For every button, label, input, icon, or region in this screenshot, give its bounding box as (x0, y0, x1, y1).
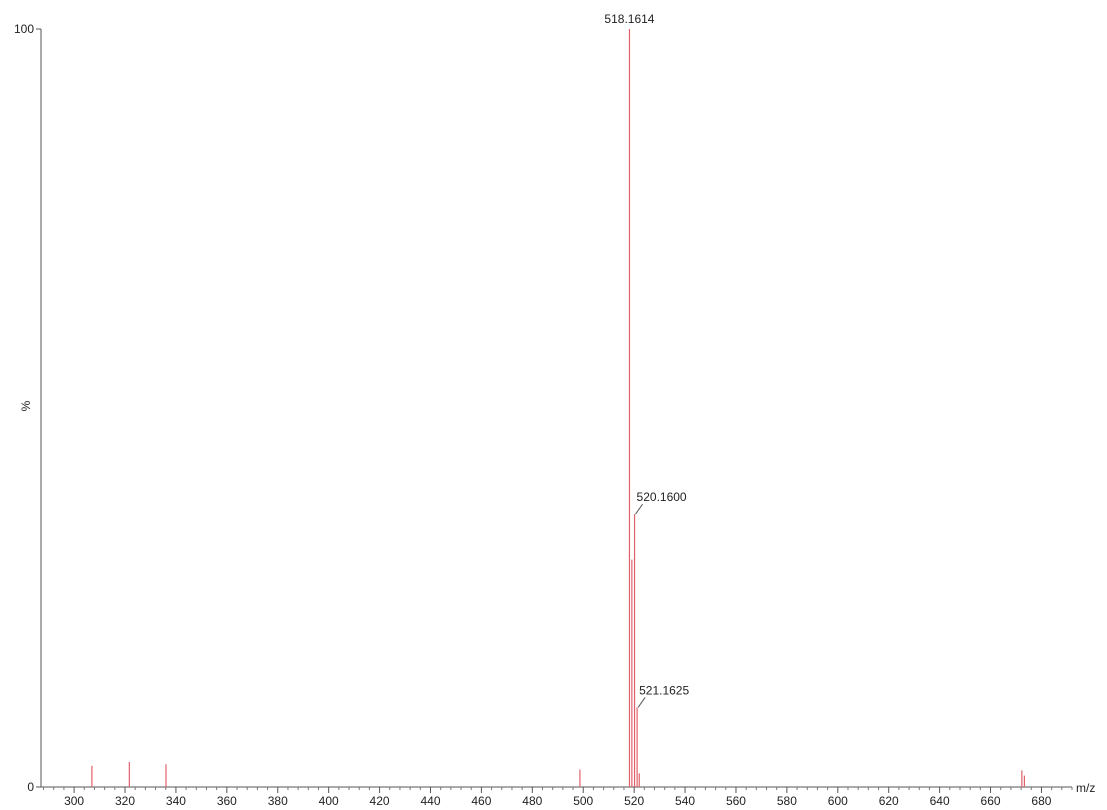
x-tick-label-660: 660 (981, 794, 1001, 808)
x-tick-label-680: 680 (1031, 794, 1051, 808)
x-tick-labels: 300 320 340 360 380 400 420 440 460 480 500 520 540 5… (64, 794, 1052, 808)
peaks (91, 29, 1025, 787)
axes: 100 0 % m/z (14, 22, 1095, 795)
x-axis-label: m/z (1076, 781, 1095, 795)
x-tick-label-620: 620 (879, 794, 899, 808)
y-tick-label-100: 100 (14, 22, 34, 36)
x-major-ticks (73, 787, 1042, 793)
x-tick-label-580: 580 (777, 794, 797, 808)
x-tick-label-340: 340 (166, 794, 186, 808)
x-tick-label-440: 440 (420, 794, 440, 808)
x-tick-label-300: 300 (64, 794, 84, 808)
x-tick-label-360: 360 (217, 794, 237, 808)
x-tick-label-420: 420 (370, 794, 390, 808)
x-tick-label-640: 640 (930, 794, 950, 808)
peak-label-leader-2 (637, 697, 646, 708)
x-tick-label-460: 460 (471, 794, 491, 808)
peak-annotations: 518.1614 520.1600 521.1625 (604, 12, 689, 708)
peak-label-leader-1 (635, 503, 643, 515)
x-minor-ticks (43, 787, 1073, 790)
peak-label-0: 518.1614 (604, 12, 654, 26)
x-tick-label-540: 540 (675, 794, 695, 808)
peak-label-1: 520.1600 (637, 490, 687, 504)
x-tick-label-320: 320 (115, 794, 135, 808)
x-tick-label-520: 520 (624, 794, 644, 808)
x-tick-label-500: 500 (573, 794, 593, 808)
x-tick-label-400: 400 (319, 794, 339, 808)
y-tick-label-0: 0 (27, 780, 34, 794)
peak-label-2: 521.1625 (639, 683, 689, 697)
y-axis-label: % (19, 400, 33, 411)
x-tick-label-600: 600 (828, 794, 848, 808)
x-tick-label-480: 480 (522, 794, 542, 808)
x-tick-label-560: 560 (726, 794, 746, 808)
x-tick-label-380: 380 (268, 794, 288, 808)
